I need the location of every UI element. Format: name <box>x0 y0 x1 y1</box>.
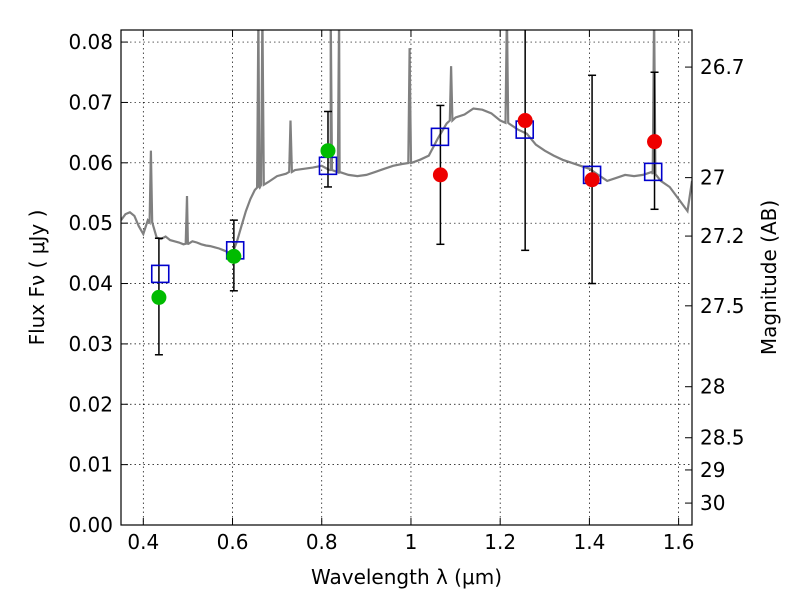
observed-point <box>151 289 167 305</box>
x-tick-label: 1.6 <box>663 530 695 554</box>
y2-axis-label: Magnitude (AB) <box>757 200 781 355</box>
x-tick-label: 1.4 <box>573 530 605 554</box>
model-square-point <box>150 264 170 284</box>
x-tick-label: 1.2 <box>484 530 516 554</box>
y2-tick-label: 27 <box>700 166 725 190</box>
x-tick-label: 0.8 <box>306 530 338 554</box>
observed-point <box>517 113 533 129</box>
y-tick-label: 0.06 <box>68 151 113 175</box>
y2-tick-label: 27.5 <box>700 294 745 318</box>
y-axis-label: Flux Fν ( μJy ) <box>25 210 49 346</box>
y2-tick-label: 27.2 <box>700 224 745 248</box>
y-tick-label: 0.05 <box>68 211 113 235</box>
x-tick-label: 1 <box>405 530 418 554</box>
y2-tick-label: 28 <box>700 375 725 399</box>
ticks: 0.4 0.6 0.8 1 1.2 1.4 1.6 0.00 0.01 0.02 0.03 0.04 0… <box>68 30 745 554</box>
y2-tick-label: 30 <box>700 491 725 515</box>
y2-tick-label: 29 <box>700 458 725 482</box>
y2-tick-label: 26.7 <box>700 55 745 79</box>
y-tick-label: 0.08 <box>68 30 113 54</box>
x-tick-label: 0.4 <box>127 530 159 554</box>
y-tick-label: 0.03 <box>68 332 113 356</box>
plot-clip-group <box>121 30 692 356</box>
observed-point <box>432 167 448 183</box>
y-tick-label: 0.07 <box>68 90 113 114</box>
plot-frame <box>120 29 693 526</box>
observed-point <box>226 248 242 264</box>
model-square-point <box>430 127 450 147</box>
y-tick-label: 0.04 <box>68 272 113 296</box>
model-square-point <box>643 162 663 182</box>
y2-tick-label: 28.5 <box>700 426 745 450</box>
y-tick-label: 0.02 <box>68 392 113 416</box>
plot-area <box>121 30 692 356</box>
observed-point <box>647 134 663 150</box>
x-axis-label: Wavelength λ (μm) <box>311 565 502 589</box>
observed-point <box>320 143 336 159</box>
grid <box>121 30 692 526</box>
y-tick-label: 0.01 <box>68 453 113 477</box>
observed-point <box>584 172 600 188</box>
spectrum-line <box>121 30 692 255</box>
y-tick-label: 0.00 <box>68 513 113 537</box>
x-tick-label: 0.6 <box>217 530 249 554</box>
